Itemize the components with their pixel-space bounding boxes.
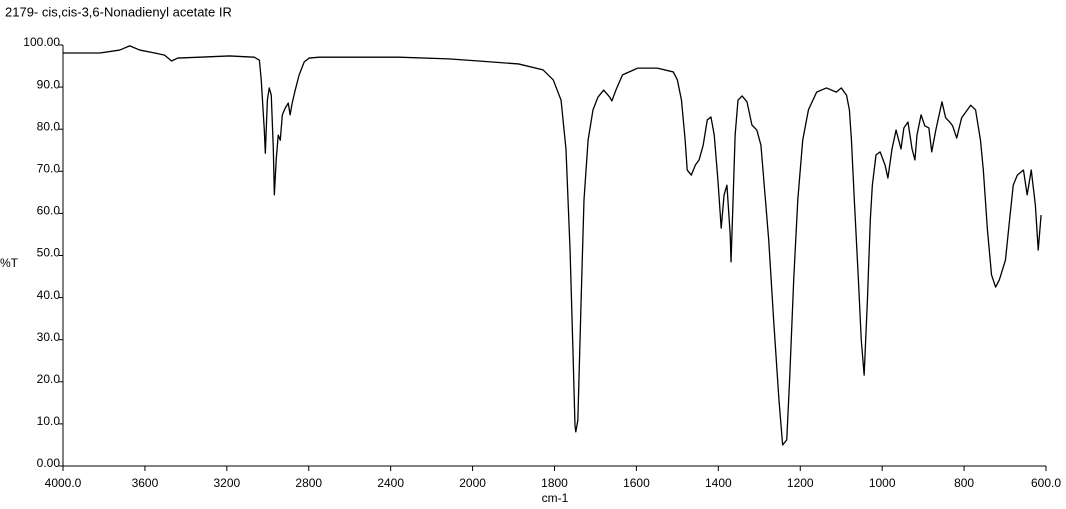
x-tick-label: 800 bbox=[954, 476, 974, 490]
y-tick-label: 80.0 bbox=[37, 119, 61, 133]
y-tick-label: 90.0 bbox=[37, 77, 61, 91]
x-axis-label: cm-1 bbox=[542, 491, 569, 505]
x-tick-label: 1200 bbox=[787, 476, 814, 490]
x-tick-label: 4000.0 bbox=[45, 476, 82, 490]
x-tick-label: 2000 bbox=[459, 476, 486, 490]
y-tick-label: 10.0 bbox=[37, 414, 61, 428]
x-tick-label: 1800 bbox=[541, 476, 568, 490]
y-tick-label: 100.00 bbox=[23, 35, 60, 49]
x-tick-label: 3200 bbox=[213, 476, 240, 490]
y-tick-label: 20.0 bbox=[37, 372, 61, 386]
x-tick-label: 1600 bbox=[623, 476, 650, 490]
x-tick-label: 3600 bbox=[132, 476, 159, 490]
y-tick-label: 60.0 bbox=[37, 204, 61, 218]
x-tick-label: 1000 bbox=[869, 476, 896, 490]
x-tick-label: 2400 bbox=[377, 476, 404, 490]
y-axis-label: %T bbox=[0, 256, 19, 270]
y-tick-label: 50.0 bbox=[37, 246, 61, 260]
y-tick-label: 70.0 bbox=[37, 161, 61, 175]
chart-title: 2179- cis,cis-3,6-Nonadienyl acetate IR bbox=[5, 4, 232, 19]
x-tick-label: 2800 bbox=[295, 476, 322, 490]
y-tick-label: 40.0 bbox=[37, 288, 61, 302]
x-tick-label: 600.0 bbox=[1031, 476, 1061, 490]
x-tick-label: 1400 bbox=[705, 476, 732, 490]
spectrum-line bbox=[63, 45, 1042, 446]
y-tick-label: 0.00 bbox=[37, 456, 61, 470]
y-tick-label: 30.0 bbox=[37, 330, 61, 344]
